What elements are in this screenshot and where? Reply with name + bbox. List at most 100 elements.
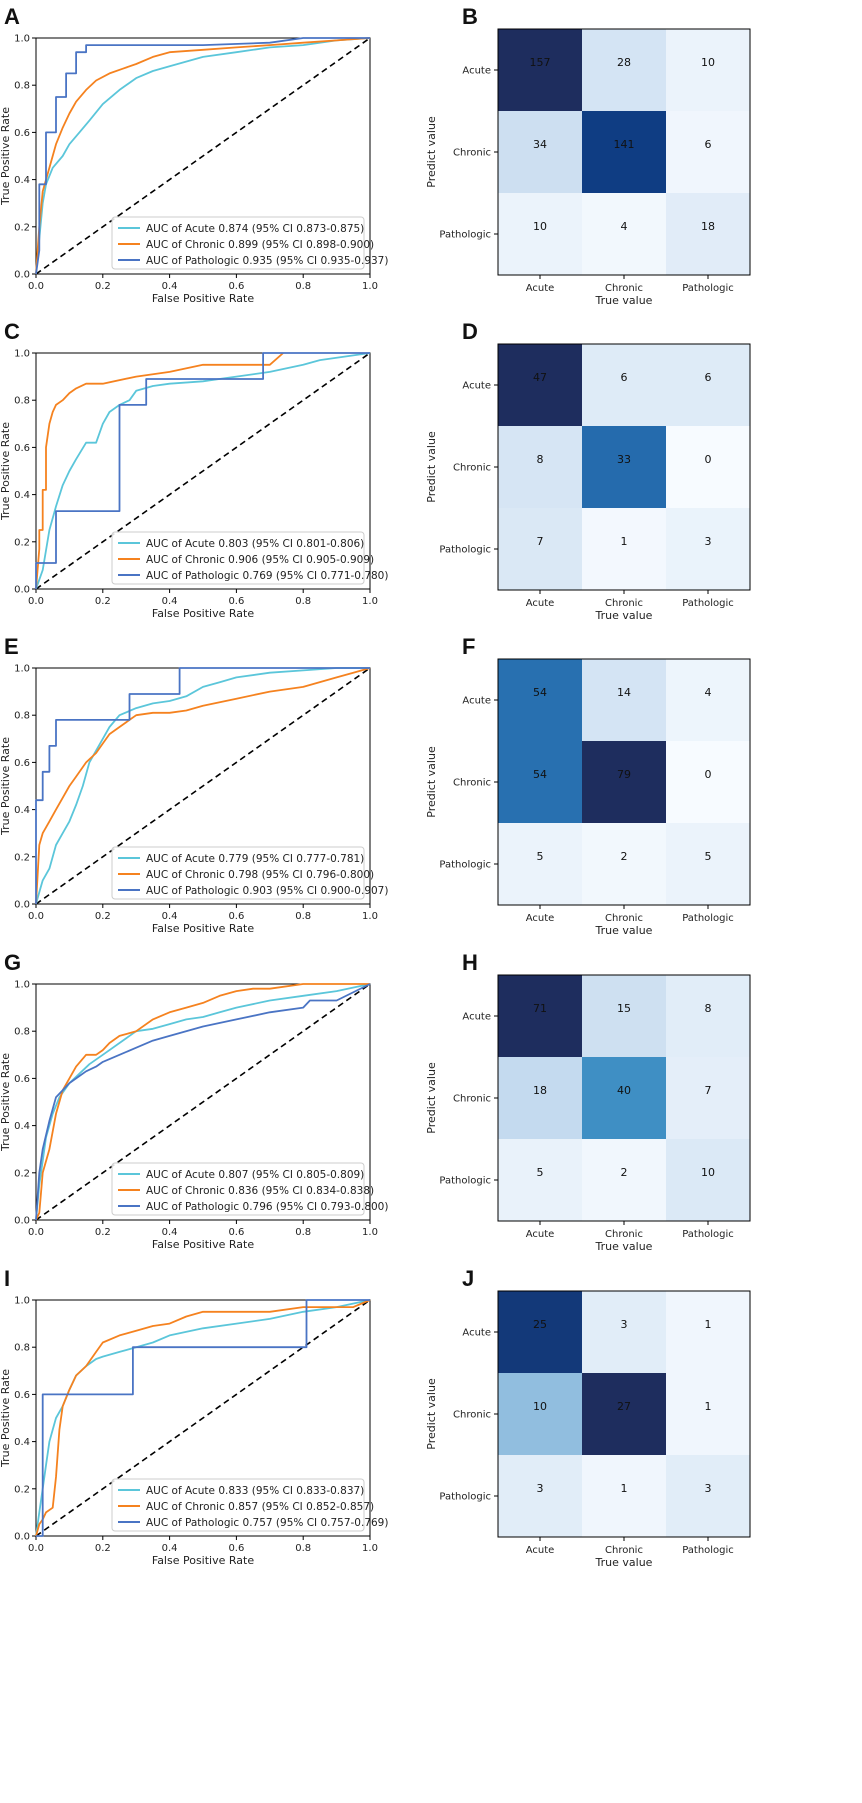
roc-panel-g: G 0.0 0.2 0.4 0.6 0.8 1.0 0.0 0.2 0.4 0.6 0.8 1.0 Fal… [0, 950, 388, 1251]
y-axis-label: Predict value [425, 1378, 438, 1450]
y-tick-label: 0.2 [14, 222, 30, 233]
legend-entry: AUC of Pathologic 0.935 (95% CI 0.935-0.… [146, 255, 388, 267]
y-tick-label: 0.8 [14, 1343, 30, 1354]
x-tick-label: 0.6 [228, 1543, 244, 1554]
matrix-cell [582, 29, 667, 112]
x-tick-label: 0.8 [295, 1543, 311, 1554]
x-tick-label: 0.2 [95, 281, 111, 292]
matrix-cell [498, 659, 583, 742]
confusion-matrix-panel-b: B 157 28 10 34 141 6 10 4 18 Acute Acute Chronic Chro… [425, 4, 751, 307]
cell-value: 4 [705, 686, 712, 699]
x-tick-label: 0.2 [95, 1543, 111, 1554]
x-tick-label: 1.0 [362, 911, 378, 922]
roc-curve-series-2 [35, 667, 371, 905]
x-tick-label: Chronic [605, 1545, 643, 1556]
roc-panel-e: E 0.0 0.2 0.4 0.6 0.8 1.0 0.0 0.2 0.4 0.6 0.8 1.0 Fal… [0, 634, 388, 935]
roc-curve-series-1 [35, 352, 371, 590]
y-tick-label: 0.8 [14, 1027, 30, 1038]
matrix-cell [498, 1455, 583, 1538]
y-tick-label: 0.6 [14, 443, 30, 454]
cell-value: 47 [533, 371, 547, 384]
cell-value: 6 [621, 371, 628, 384]
roc-curve-series-3 [35, 352, 370, 589]
roc-curve-series-3 [35, 37, 370, 275]
y-tick-label: 0.2 [14, 852, 30, 863]
x-tick-label: 0.4 [162, 1543, 178, 1554]
roc-curve-series-2 [35, 37, 371, 275]
panel-letter: A [4, 4, 20, 29]
y-axis-label: True Positive Rate [0, 1369, 12, 1468]
cell-value: 54 [533, 768, 547, 781]
x-tick-label: Pathologic [682, 1229, 734, 1240]
panel-letter: B [462, 4, 478, 29]
cell-value: 6 [705, 371, 712, 384]
cell-value: 71 [533, 1002, 547, 1015]
legend-box [111, 1478, 365, 1532]
x-tick-label: 0.2 [95, 1227, 111, 1238]
matrix-cell [582, 1057, 667, 1140]
x-tick-label: Chronic [605, 1229, 643, 1240]
cell-value: 7 [705, 1084, 712, 1097]
y-tick-label: 0.4 [14, 1437, 30, 1448]
roc-curve-series-3 [35, 983, 371, 1221]
legend-entry: AUC of Pathologic 0.903 (95% CI 0.900-0.… [146, 885, 388, 897]
roc-panel-i: I 0.0 0.2 0.4 0.6 0.8 1.0 0.0 0.2 0.4 0.6 0.8 1.0 Fal… [0, 1266, 388, 1567]
y-tick-label: Pathologic [439, 860, 491, 871]
x-axis-label: False Positive Rate [152, 1238, 254, 1251]
legend-entry: AUC of Chronic 0.836 (95% CI 0.834-0.838… [146, 1185, 374, 1197]
cell-value: 10 [533, 1400, 547, 1413]
x-tick-label: Chronic [605, 283, 643, 294]
cell-value: 1 [621, 535, 628, 548]
y-tick-label: 0.0 [14, 585, 30, 596]
matrix-cell [582, 659, 667, 742]
x-tick-label: Acute [526, 913, 555, 924]
cell-value: 3 [537, 1482, 544, 1495]
cell-value: 34 [533, 138, 547, 151]
cell-value: 10 [533, 220, 547, 233]
x-tick-label: 0.0 [28, 911, 44, 922]
cell-value: 0 [705, 768, 712, 781]
x-tick-label: Acute [526, 1229, 555, 1240]
cell-value: 5 [537, 850, 544, 863]
matrix-cell [582, 1455, 667, 1538]
legend-entry: AUC of Chronic 0.857 (95% CI 0.852-0.857… [146, 1501, 374, 1513]
x-tick-label: 0.0 [28, 596, 44, 607]
matrix-cell [666, 1139, 751, 1222]
cell-value: 54 [533, 686, 547, 699]
chance-diagonal [35, 37, 371, 275]
cell-value: 3 [705, 535, 712, 548]
cell-value: 3 [705, 1482, 712, 1495]
matrix-cell [582, 1139, 667, 1222]
cell-value: 10 [701, 56, 715, 69]
cell-value: 8 [705, 1002, 712, 1015]
x-tick-label: 1.0 [362, 1227, 378, 1238]
y-tick-label: 1.0 [14, 1296, 30, 1307]
cell-value: 14 [617, 686, 631, 699]
x-axis-label: True value [595, 1556, 653, 1569]
cell-value: 7 [537, 535, 544, 548]
matrix-cell [582, 111, 667, 194]
x-tick-label: 0.6 [228, 281, 244, 292]
y-tick-label: 1.0 [14, 349, 30, 360]
x-tick-label: 0.4 [162, 1227, 178, 1238]
y-axis-label: Predict value [425, 1062, 438, 1134]
y-tick-label: Pathologic [439, 1176, 491, 1187]
cell-value: 27 [617, 1400, 631, 1413]
x-tick-label: 0.6 [228, 911, 244, 922]
y-tick-label: Acute [462, 1328, 491, 1339]
matrix-cell [498, 426, 583, 509]
y-tick-label: 0.2 [14, 1484, 30, 1495]
y-tick-label: 0.8 [14, 396, 30, 407]
matrix-cell [582, 508, 667, 591]
matrix-cell [582, 344, 667, 427]
x-tick-label: 0.4 [162, 596, 178, 607]
panel-letter: I [4, 1266, 10, 1291]
matrix-cell [666, 659, 751, 742]
x-tick-label: 0.6 [228, 1227, 244, 1238]
x-tick-label: 1.0 [362, 596, 378, 607]
matrix-cell [582, 1291, 667, 1374]
legend-box [111, 531, 365, 585]
x-tick-label: Chronic [605, 598, 643, 609]
matrix-cell [498, 1139, 583, 1222]
